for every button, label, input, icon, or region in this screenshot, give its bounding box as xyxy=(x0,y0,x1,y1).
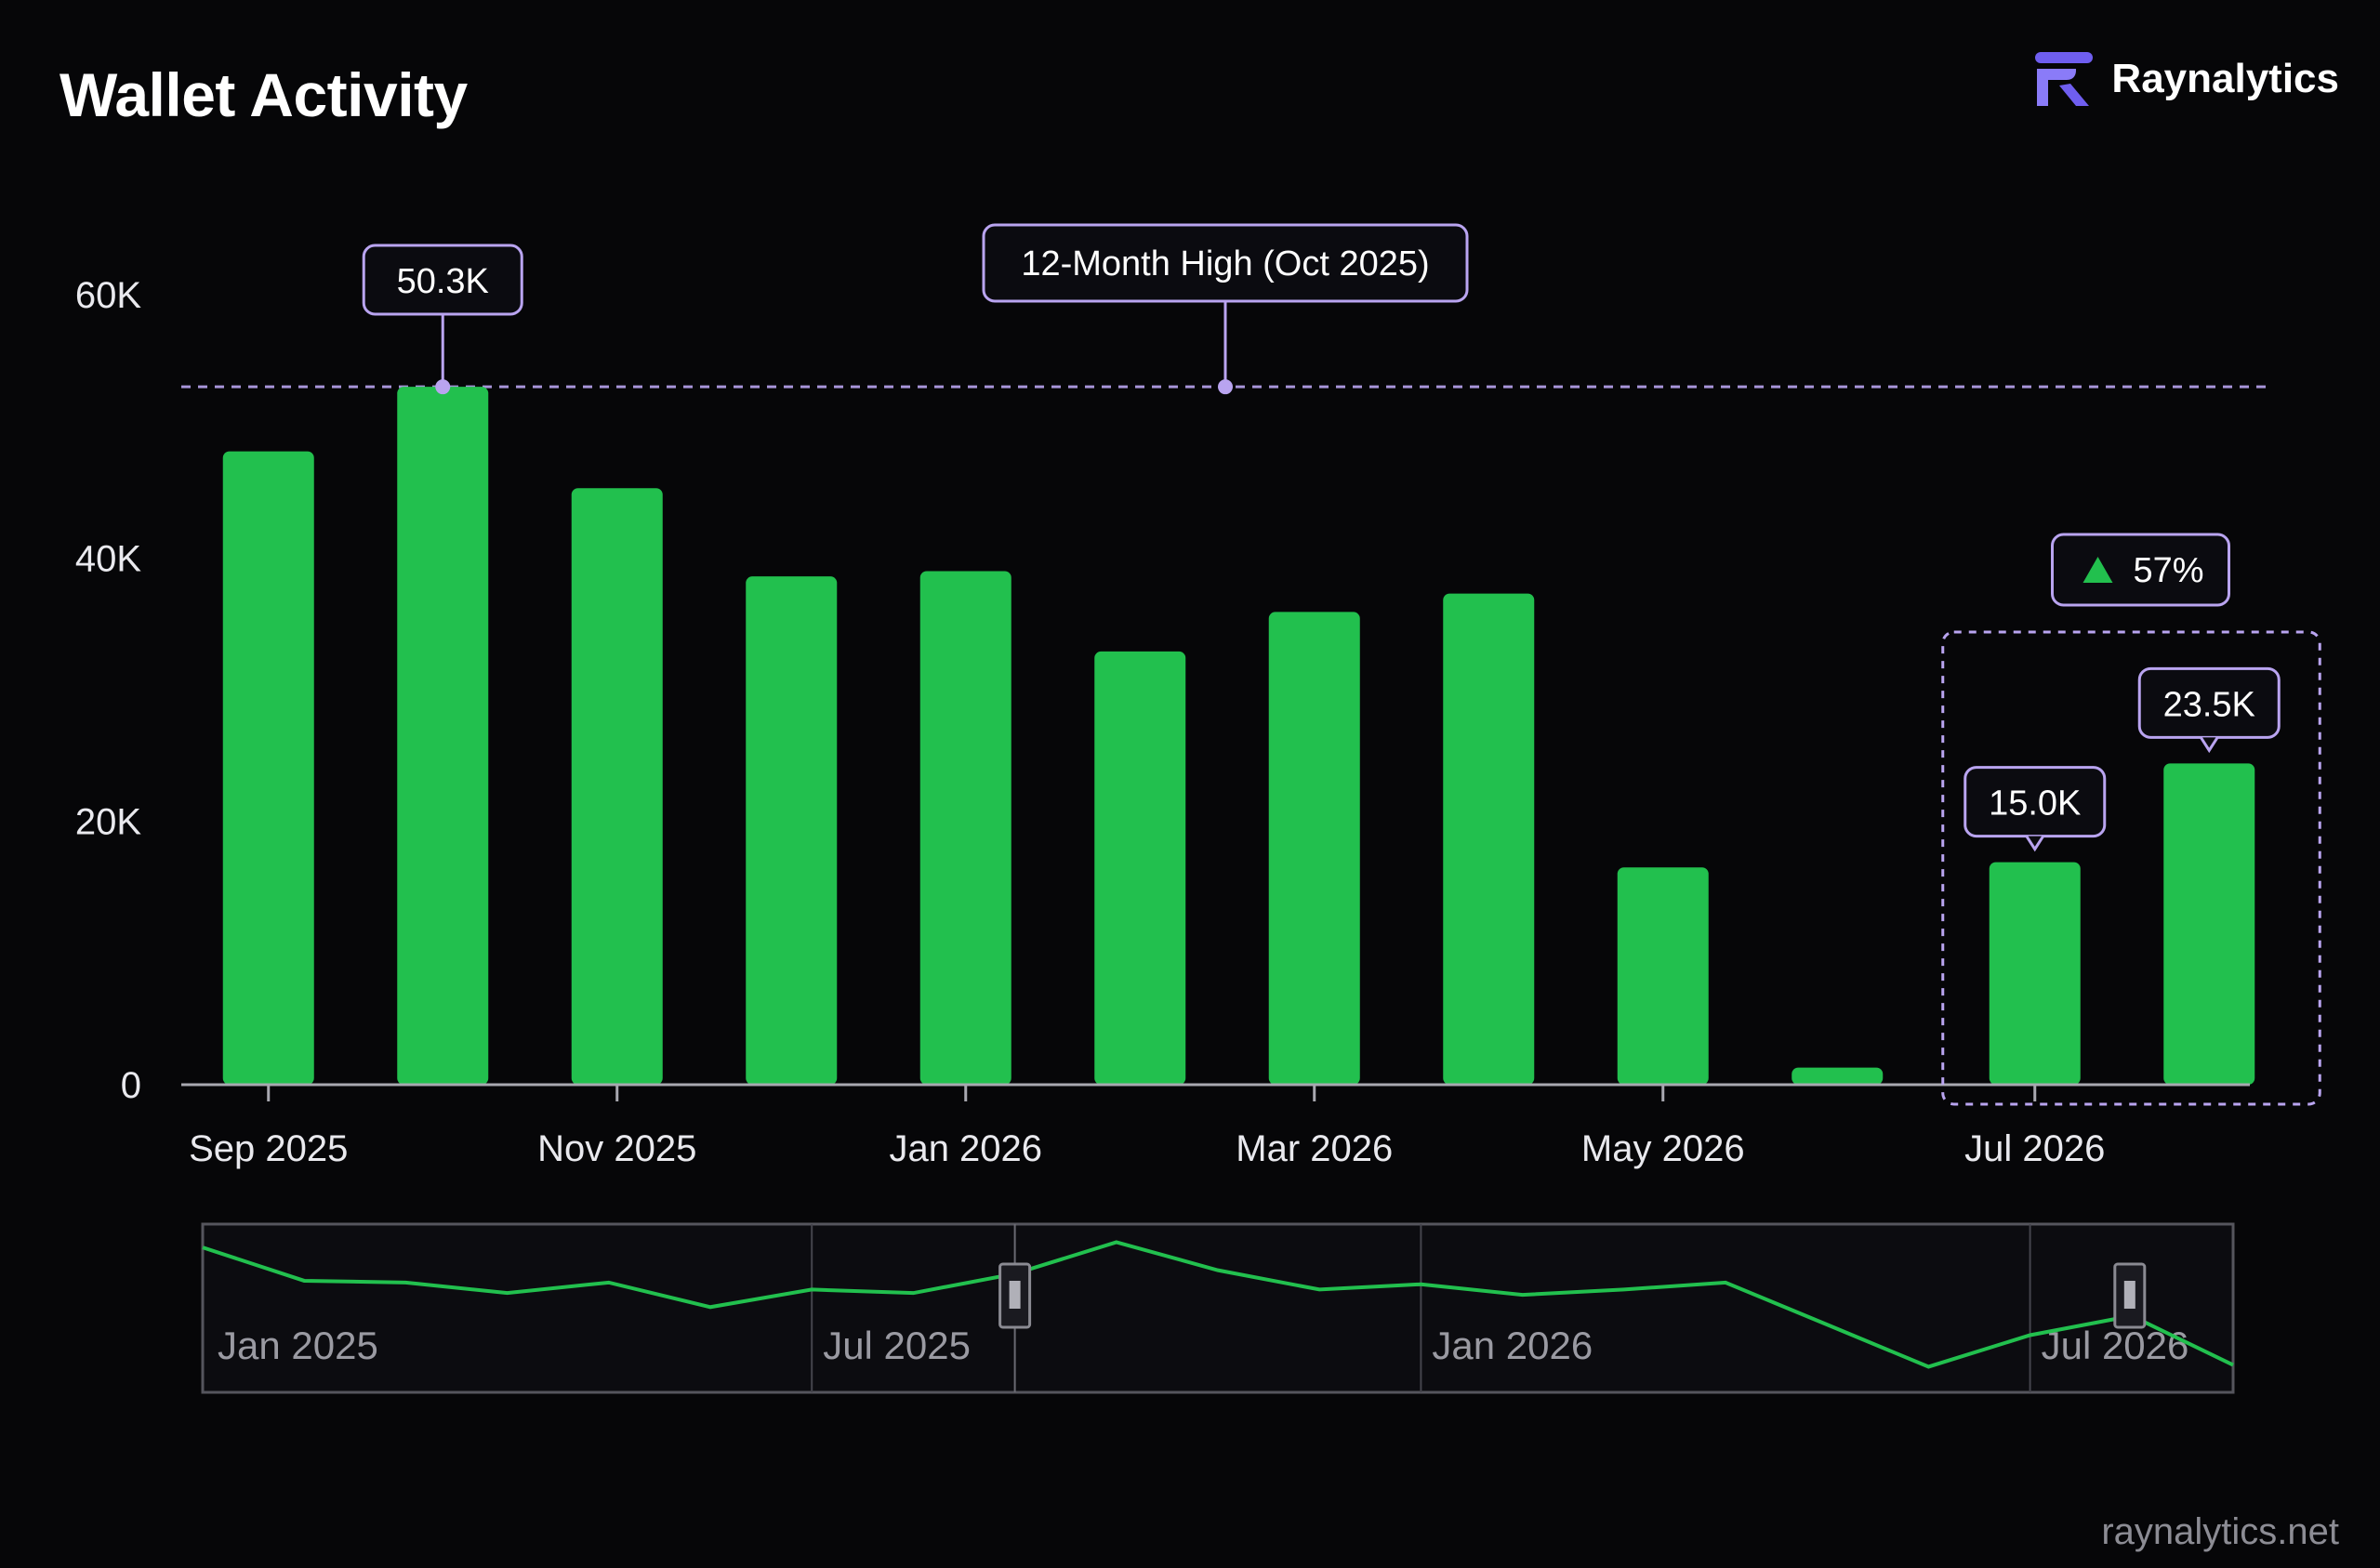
navigator-label: Jul 2025 xyxy=(823,1324,971,1367)
page-title: Wallet Activity xyxy=(60,60,468,129)
bar-dec-2025 xyxy=(746,576,838,1085)
bar-may-2026 xyxy=(1617,867,1709,1085)
navigator-grip-icon xyxy=(2123,1281,2135,1309)
bars xyxy=(222,387,2255,1086)
brand: Raynalytics xyxy=(2033,50,2339,108)
bar-oct-2025 xyxy=(397,387,489,1086)
bar-apr-2026 xyxy=(1443,593,1535,1085)
bar-nov-2025 xyxy=(571,488,663,1085)
x-tick-label: Sep 2025 xyxy=(189,1128,348,1169)
change-label: 57% xyxy=(2133,551,2203,590)
navigator-line xyxy=(202,1240,2234,1369)
bar-jul-2026 xyxy=(1989,862,2081,1085)
bar-aug-2026 xyxy=(2163,763,2255,1085)
highlight-box xyxy=(1941,630,2321,1106)
range-navigator[interactable]: Jan 2025 Jul 2025 Jan 2026 Jul 2026 xyxy=(201,1222,2235,1394)
bar-mar-2026 xyxy=(1268,612,1360,1085)
annotations: 50.3K 15.0K 23.5K xyxy=(362,244,2281,852)
footer-url: raynalytics.net xyxy=(2101,1511,2339,1552)
value-callout-marker xyxy=(435,379,451,395)
reference-marker xyxy=(1218,379,1233,395)
x-tick-label: Jan 2026 xyxy=(889,1128,1042,1169)
y-tick-label: 20K xyxy=(75,802,141,843)
brand-name: Raynalytics xyxy=(2111,56,2339,101)
navigator-grip-icon xyxy=(1009,1281,1021,1309)
highlight-group: 57% xyxy=(1941,533,2321,1106)
y-tick-label: 60K xyxy=(75,275,141,316)
bar-sep-2025 xyxy=(222,451,314,1085)
navigator-frame xyxy=(201,1222,2235,1394)
bar-feb-2026 xyxy=(1094,651,1186,1085)
x-tick-label: Nov 2025 xyxy=(537,1128,696,1169)
y-tick-label: 0 xyxy=(121,1065,141,1106)
reference-label-box xyxy=(982,223,1469,303)
navigator-label: Jan 2025 xyxy=(218,1324,378,1367)
value-callout-pointer xyxy=(2199,736,2219,754)
x-tick-label: Jul 2026 xyxy=(1964,1128,2105,1169)
bar-jan-2026 xyxy=(919,571,1012,1085)
navigator-label: Jan 2026 xyxy=(1432,1324,1593,1367)
up-arrow-icon xyxy=(2082,557,2113,583)
change-badge xyxy=(2051,533,2230,607)
bar-jun-2026 xyxy=(1792,1067,1884,1085)
value-callout-pointer xyxy=(2025,835,2045,852)
y-tick-label: 40K xyxy=(75,538,141,579)
reference-line-group: 12-Month High (Oct 2025) xyxy=(181,223,2273,395)
x-axis: Sep 2025 Nov 2025 Jan 2026 Mar 2026 May 2026… xyxy=(181,1083,2250,1169)
brand-logo-icon xyxy=(2035,52,2094,106)
x-tick-label: May 2026 xyxy=(1581,1128,1745,1169)
value-callout-label: 23.5K xyxy=(2163,685,2255,724)
x-tick-label: Mar 2026 xyxy=(1236,1128,1393,1169)
reference-label: 12-Month High (Oct 2025) xyxy=(1021,244,1429,283)
value-callout-label: 50.3K xyxy=(397,262,489,301)
y-axis: 0 20K 40K 60K xyxy=(75,275,141,1106)
value-callout-label: 15.0K xyxy=(1989,784,2081,824)
